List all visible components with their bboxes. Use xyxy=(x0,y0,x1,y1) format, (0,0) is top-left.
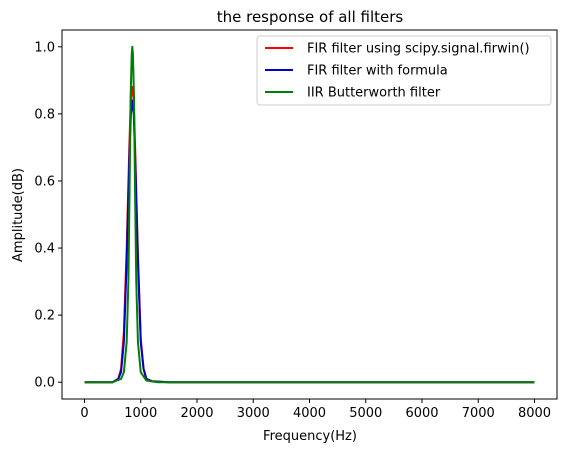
legend: FIR filter using scipy.signal.firwin() FI… xyxy=(256,35,552,106)
y-axis-ticks: 0.0 0.2 0.4 0.6 0.8 1.0 xyxy=(34,40,62,391)
x-tick-label: 8000 xyxy=(518,406,551,421)
x-tick-label: 5000 xyxy=(349,406,382,421)
plot-lines xyxy=(84,45,535,384)
legend-label-1: FIR filter with formula xyxy=(307,64,448,79)
x-tick-label: 2000 xyxy=(180,406,213,421)
x-tick-label: 0 xyxy=(80,406,88,421)
x-tick-label: 4000 xyxy=(293,406,326,421)
y-tick-label: 0.0 xyxy=(34,376,55,391)
x-tick-label: 7000 xyxy=(462,406,495,421)
y-axis-label: Amplitude(dB) xyxy=(11,168,26,262)
y-tick-label: 0.8 xyxy=(34,107,55,122)
y-tick-label: 0.4 xyxy=(34,242,55,257)
legend-items: FIR filter using scipy.signal.firwin() FI… xyxy=(265,42,530,101)
legend-label-0: FIR filter using scipy.signal.firwin() xyxy=(307,42,530,57)
legend-box xyxy=(256,35,552,106)
legend-label-2: IIR Butterworth filter xyxy=(307,86,441,101)
series-line-2 xyxy=(84,45,535,384)
chart-title: the response of all filters xyxy=(217,8,404,26)
x-tick-label: 6000 xyxy=(405,406,438,421)
y-tick-label: 1.0 xyxy=(34,40,55,55)
x-tick-label: 1000 xyxy=(124,406,157,421)
y-tick-label: 0.2 xyxy=(34,309,55,324)
x-axis-label: Frequency(Hz) xyxy=(263,429,357,444)
x-tick-label: 3000 xyxy=(237,406,270,421)
x-axis-ticks: 0 1000 2000 3000 4000 5000 6000 7000 8000 xyxy=(80,399,551,421)
y-tick-label: 0.6 xyxy=(34,174,55,189)
